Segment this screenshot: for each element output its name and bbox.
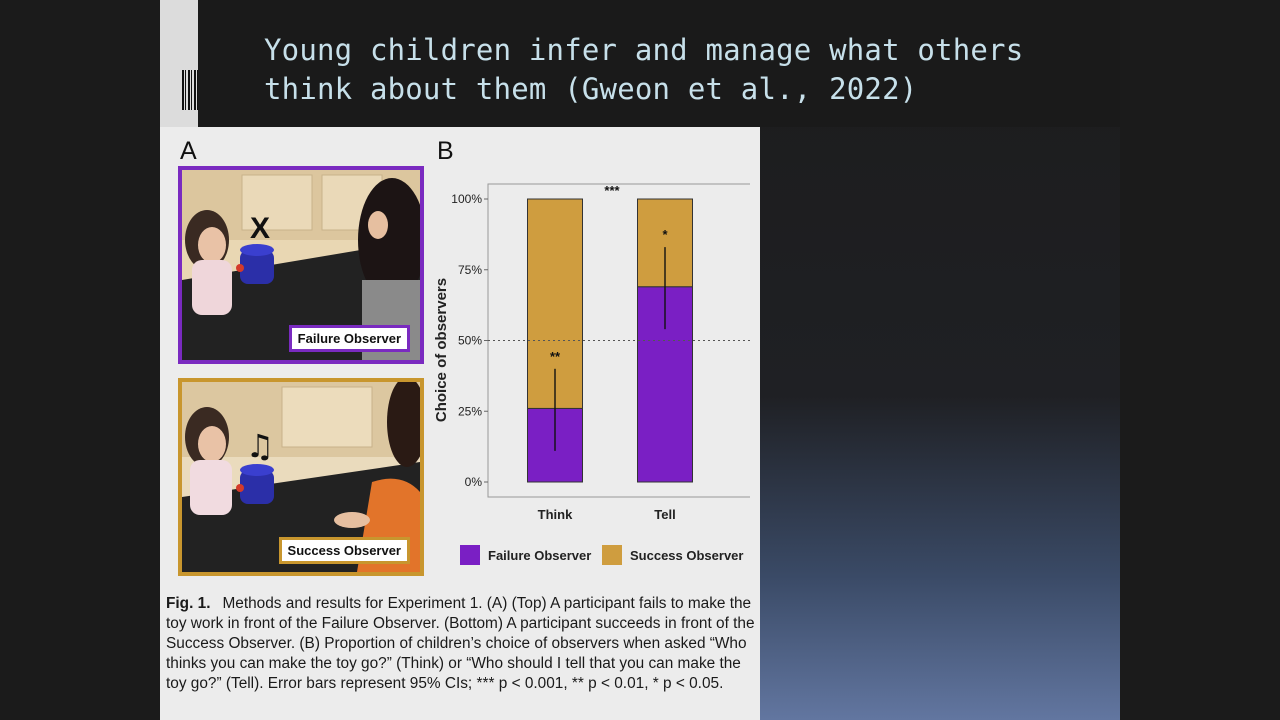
legend-label-failure: Failure Observer — [488, 547, 592, 563]
panel-a-letter: A — [180, 137, 197, 165]
slide-title-line-1: Young children infer and manage what oth… — [264, 33, 1024, 67]
caption-text: Methods and results for Experiment 1. (A… — [166, 595, 755, 692]
y-tick-label-0: 0% — [465, 475, 483, 489]
y-tick-label-2: 50% — [458, 334, 482, 348]
barcode-icon — [182, 70, 198, 110]
success-observer-label: Success Observer — [278, 537, 410, 564]
legend-swatch-failure — [460, 545, 480, 565]
x-tick-label-tell: Tell — [654, 507, 675, 522]
success-photo: ♫ Success Observer — [178, 378, 424, 576]
legend-item-failure: Failure Observer — [460, 545, 591, 565]
y-axis-label: Choice of observers — [433, 278, 450, 422]
x-tick-label-think: Think — [538, 507, 573, 522]
significance-think: ** — [550, 349, 561, 364]
legend-item-success: Success Observer — [602, 545, 743, 565]
panel-b-letter: B — [437, 137, 454, 165]
y-tick-label-3: 75% — [458, 263, 482, 277]
success-scene-image — [182, 382, 420, 572]
y-tick-label-4: 100% — [451, 192, 482, 206]
stacked-bar-chart: Choice of observers 0% 25% 50% 75% 100% Think… — [433, 183, 750, 522]
significance-comparison: *** — [604, 183, 620, 198]
figure: A B X Failure Obs — [160, 127, 760, 720]
left-strip — [160, 0, 198, 127]
y-tick-label-1: 25% — [458, 404, 482, 418]
failure-observer-label: Failure Observer — [288, 325, 410, 352]
failure-photo: X Failure Observer — [178, 166, 424, 364]
legend-swatch-success — [602, 545, 622, 565]
significance-tell: * — [662, 227, 668, 242]
figure-caption: Fig. 1. Methods and results for Experimen… — [166, 594, 756, 694]
slide: Young children infer and manage what oth… — [160, 0, 1120, 720]
title-band: Young children infer and manage what oth… — [198, 0, 1120, 127]
caption-label: Fig. 1. — [166, 595, 211, 612]
slide-title-line-2: think about them (Gweon et al., 2022) — [264, 72, 918, 106]
legend-label-success: Success Observer — [630, 547, 744, 563]
